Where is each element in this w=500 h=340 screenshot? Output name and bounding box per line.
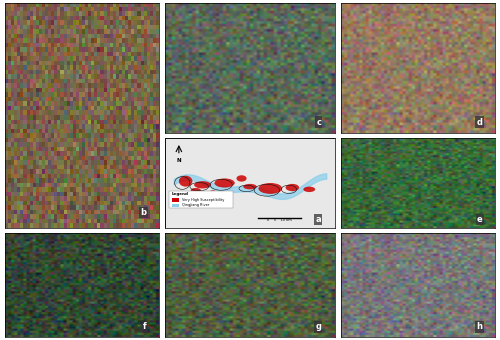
Text: e: e — [477, 215, 482, 224]
Text: N: N — [176, 157, 181, 163]
Ellipse shape — [194, 181, 211, 188]
Ellipse shape — [258, 183, 282, 194]
Text: Legend: Legend — [172, 192, 189, 196]
Text: b: b — [140, 208, 146, 217]
Text: c: c — [316, 118, 321, 127]
Ellipse shape — [179, 176, 192, 187]
Text: a: a — [316, 215, 321, 224]
Text: h: h — [476, 322, 482, 332]
Ellipse shape — [214, 178, 235, 188]
Text: Qingjiang River: Qingjiang River — [182, 203, 210, 207]
Text: 0    5    10 km: 0 5 10 km — [268, 218, 292, 222]
Bar — [168, 191, 233, 207]
Ellipse shape — [208, 190, 217, 198]
Ellipse shape — [243, 184, 257, 189]
Text: g: g — [315, 322, 321, 332]
Text: Very High Susceptibility: Very High Susceptibility — [182, 198, 224, 202]
Ellipse shape — [304, 187, 315, 192]
Text: f: f — [143, 322, 146, 332]
Bar — [172, 204, 179, 207]
Text: d: d — [476, 118, 482, 127]
Ellipse shape — [286, 184, 299, 191]
Ellipse shape — [236, 175, 246, 182]
Bar — [172, 198, 179, 202]
Ellipse shape — [190, 188, 201, 192]
